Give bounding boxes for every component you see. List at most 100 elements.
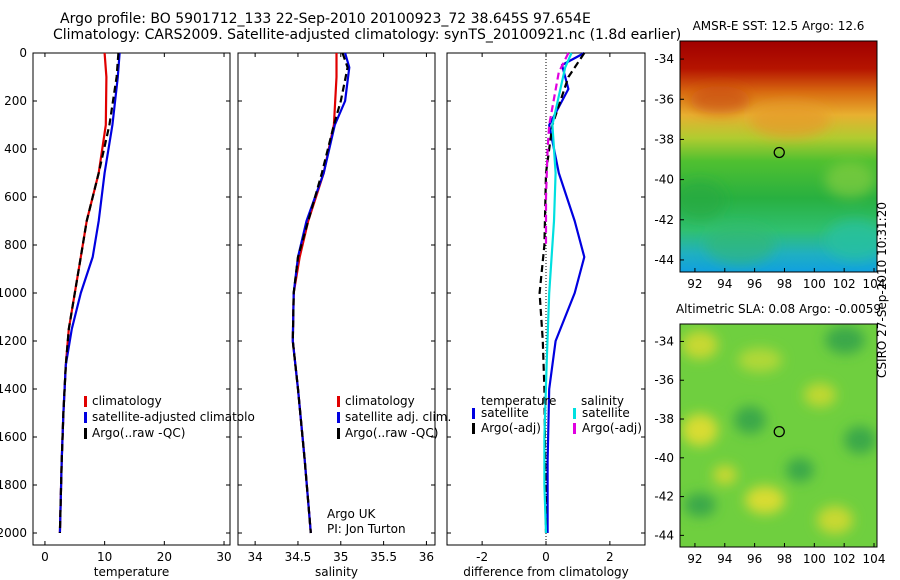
legend-swatch xyxy=(573,408,576,419)
y-tick-label: -40 xyxy=(654,173,674,187)
x-tick-label: 92 xyxy=(687,277,702,291)
sla-map-panel xyxy=(680,324,877,547)
y-tick-label: -44 xyxy=(654,528,674,542)
x-axis-label: salinity xyxy=(315,565,358,579)
x-tick-label: 94 xyxy=(717,552,732,566)
x-tick-label: 104 xyxy=(863,277,886,291)
legend-swatch xyxy=(337,412,340,423)
legend-entry: Argo(-adj) xyxy=(481,421,541,435)
series-line-temperature-argo-adj- xyxy=(538,52,586,534)
y-tick-label: 0 xyxy=(19,46,27,60)
y-tick-label: -34 xyxy=(654,52,674,66)
x-tick-label: 30 xyxy=(216,550,231,564)
map-frame xyxy=(679,323,878,548)
y-tick-label: 1200 xyxy=(0,334,27,348)
series-line-salinity-argo-adj- xyxy=(544,52,570,245)
annotation-text: Argo UK xyxy=(327,507,376,521)
x-tick-label: -2 xyxy=(476,550,488,564)
series-line-salinity-satellite xyxy=(543,52,573,534)
y-tick-label: 800 xyxy=(4,238,27,252)
x-tick-label: 0 xyxy=(542,550,550,564)
x-tick-label: 96 xyxy=(747,552,762,566)
map-frame xyxy=(679,40,878,273)
x-tick-label: 20 xyxy=(157,550,172,564)
x-tick-label: 35.5 xyxy=(370,550,397,564)
series-line-temperature-satellite xyxy=(546,52,586,533)
annotation-text: PI: Jon Turton xyxy=(327,522,406,536)
y-tick-label: -42 xyxy=(654,213,674,227)
figure-title-line2: Climatology: CARS2009. Satellite-adjuste… xyxy=(53,27,682,43)
x-axis-label: temperature xyxy=(94,565,169,579)
y-tick-label: 200 xyxy=(4,94,27,108)
x-axis-label: difference from climatology xyxy=(463,565,629,579)
x-tick-label: 102 xyxy=(833,552,856,566)
legend-entry: satellite xyxy=(582,406,630,420)
y-tick-label: -44 xyxy=(654,253,674,267)
legend-entry: Argo(..raw -QC) xyxy=(92,426,185,440)
x-tick-label: 0 xyxy=(41,550,49,564)
legend-heading: temperature xyxy=(481,394,556,408)
legend-swatch xyxy=(337,428,340,439)
x-tick-label: 2 xyxy=(606,550,614,564)
legend-entry: Argo(..raw -QC) xyxy=(345,426,438,440)
x-tick-label: 96 xyxy=(747,277,762,291)
legend-entry: Argo(-adj) xyxy=(582,421,642,435)
y-tick-label: 1400 xyxy=(0,382,27,396)
series-line-climatology xyxy=(291,53,338,534)
x-tick-label: 10 xyxy=(97,550,112,564)
x-tick-label: 98 xyxy=(777,277,792,291)
series-line-satellite-adj-clim- xyxy=(291,52,351,534)
sst-map-panel xyxy=(680,41,877,272)
y-tick-label: 400 xyxy=(4,142,27,156)
series-line-argo-raw-qc- xyxy=(58,52,120,534)
x-tick-label: 35 xyxy=(333,550,348,564)
y-tick-label: -34 xyxy=(654,334,674,348)
argo-location-marker xyxy=(773,425,785,438)
legend-heading: salinity xyxy=(581,394,624,408)
x-tick-label: 36 xyxy=(419,550,434,564)
legend-entry: climatology xyxy=(92,394,162,408)
y-tick-label: -40 xyxy=(654,451,674,465)
legend-entry: climatology xyxy=(345,394,415,408)
y-tick-label: 1600 xyxy=(0,430,27,444)
y-tick-label: -38 xyxy=(654,132,674,146)
x-tick-label: 34.5 xyxy=(285,550,312,564)
y-tick-label: 600 xyxy=(4,190,27,204)
sla-map-texture xyxy=(682,326,876,534)
series-line-climatology xyxy=(58,52,108,534)
series-line-argo-raw-qc- xyxy=(291,52,349,534)
sst-map-texture xyxy=(680,86,877,265)
y-tick-label: 2000 xyxy=(0,526,27,540)
legend-swatch xyxy=(84,428,87,439)
y-tick-label: -38 xyxy=(654,412,674,426)
x-tick-label: 34 xyxy=(247,550,262,564)
y-tick-label: -42 xyxy=(654,490,674,504)
series-line-satellite-adjusted-climatolo xyxy=(58,52,121,534)
map-title: AMSR-E SST: 12.5 Argo: 12.6 xyxy=(693,19,865,33)
x-tick-label: 100 xyxy=(803,552,826,566)
x-tick-label: 100 xyxy=(803,277,826,291)
y-tick-label: 1800 xyxy=(0,478,27,492)
legend-entry: satellite-adjusted climatolo xyxy=(92,410,255,424)
x-tick-label: 94 xyxy=(717,277,732,291)
legend-swatch xyxy=(84,396,87,407)
legend-swatch xyxy=(84,412,87,423)
x-tick-label: 104 xyxy=(863,552,886,566)
legend-entry: satellite xyxy=(481,406,529,420)
legend-swatch xyxy=(337,396,340,407)
legend-swatch xyxy=(472,408,475,419)
legend-swatch xyxy=(573,423,576,434)
argo-location-marker xyxy=(773,146,785,159)
x-tick-label: 102 xyxy=(833,277,856,291)
x-tick-label: 92 xyxy=(687,552,702,566)
y-tick-label: 1000 xyxy=(0,286,27,300)
y-tick-label: -36 xyxy=(654,373,674,387)
legend-swatch xyxy=(472,423,475,434)
legend-entry: satellite adj. clim. xyxy=(345,410,451,424)
profile-axes-box-2 xyxy=(237,52,436,546)
x-tick-label: 98 xyxy=(777,552,792,566)
map-title: Altimetric SLA: 0.08 Argo: -0.0059 xyxy=(676,302,881,316)
profile-axes-box-1 xyxy=(32,52,231,546)
y-tick-label: -36 xyxy=(654,92,674,106)
